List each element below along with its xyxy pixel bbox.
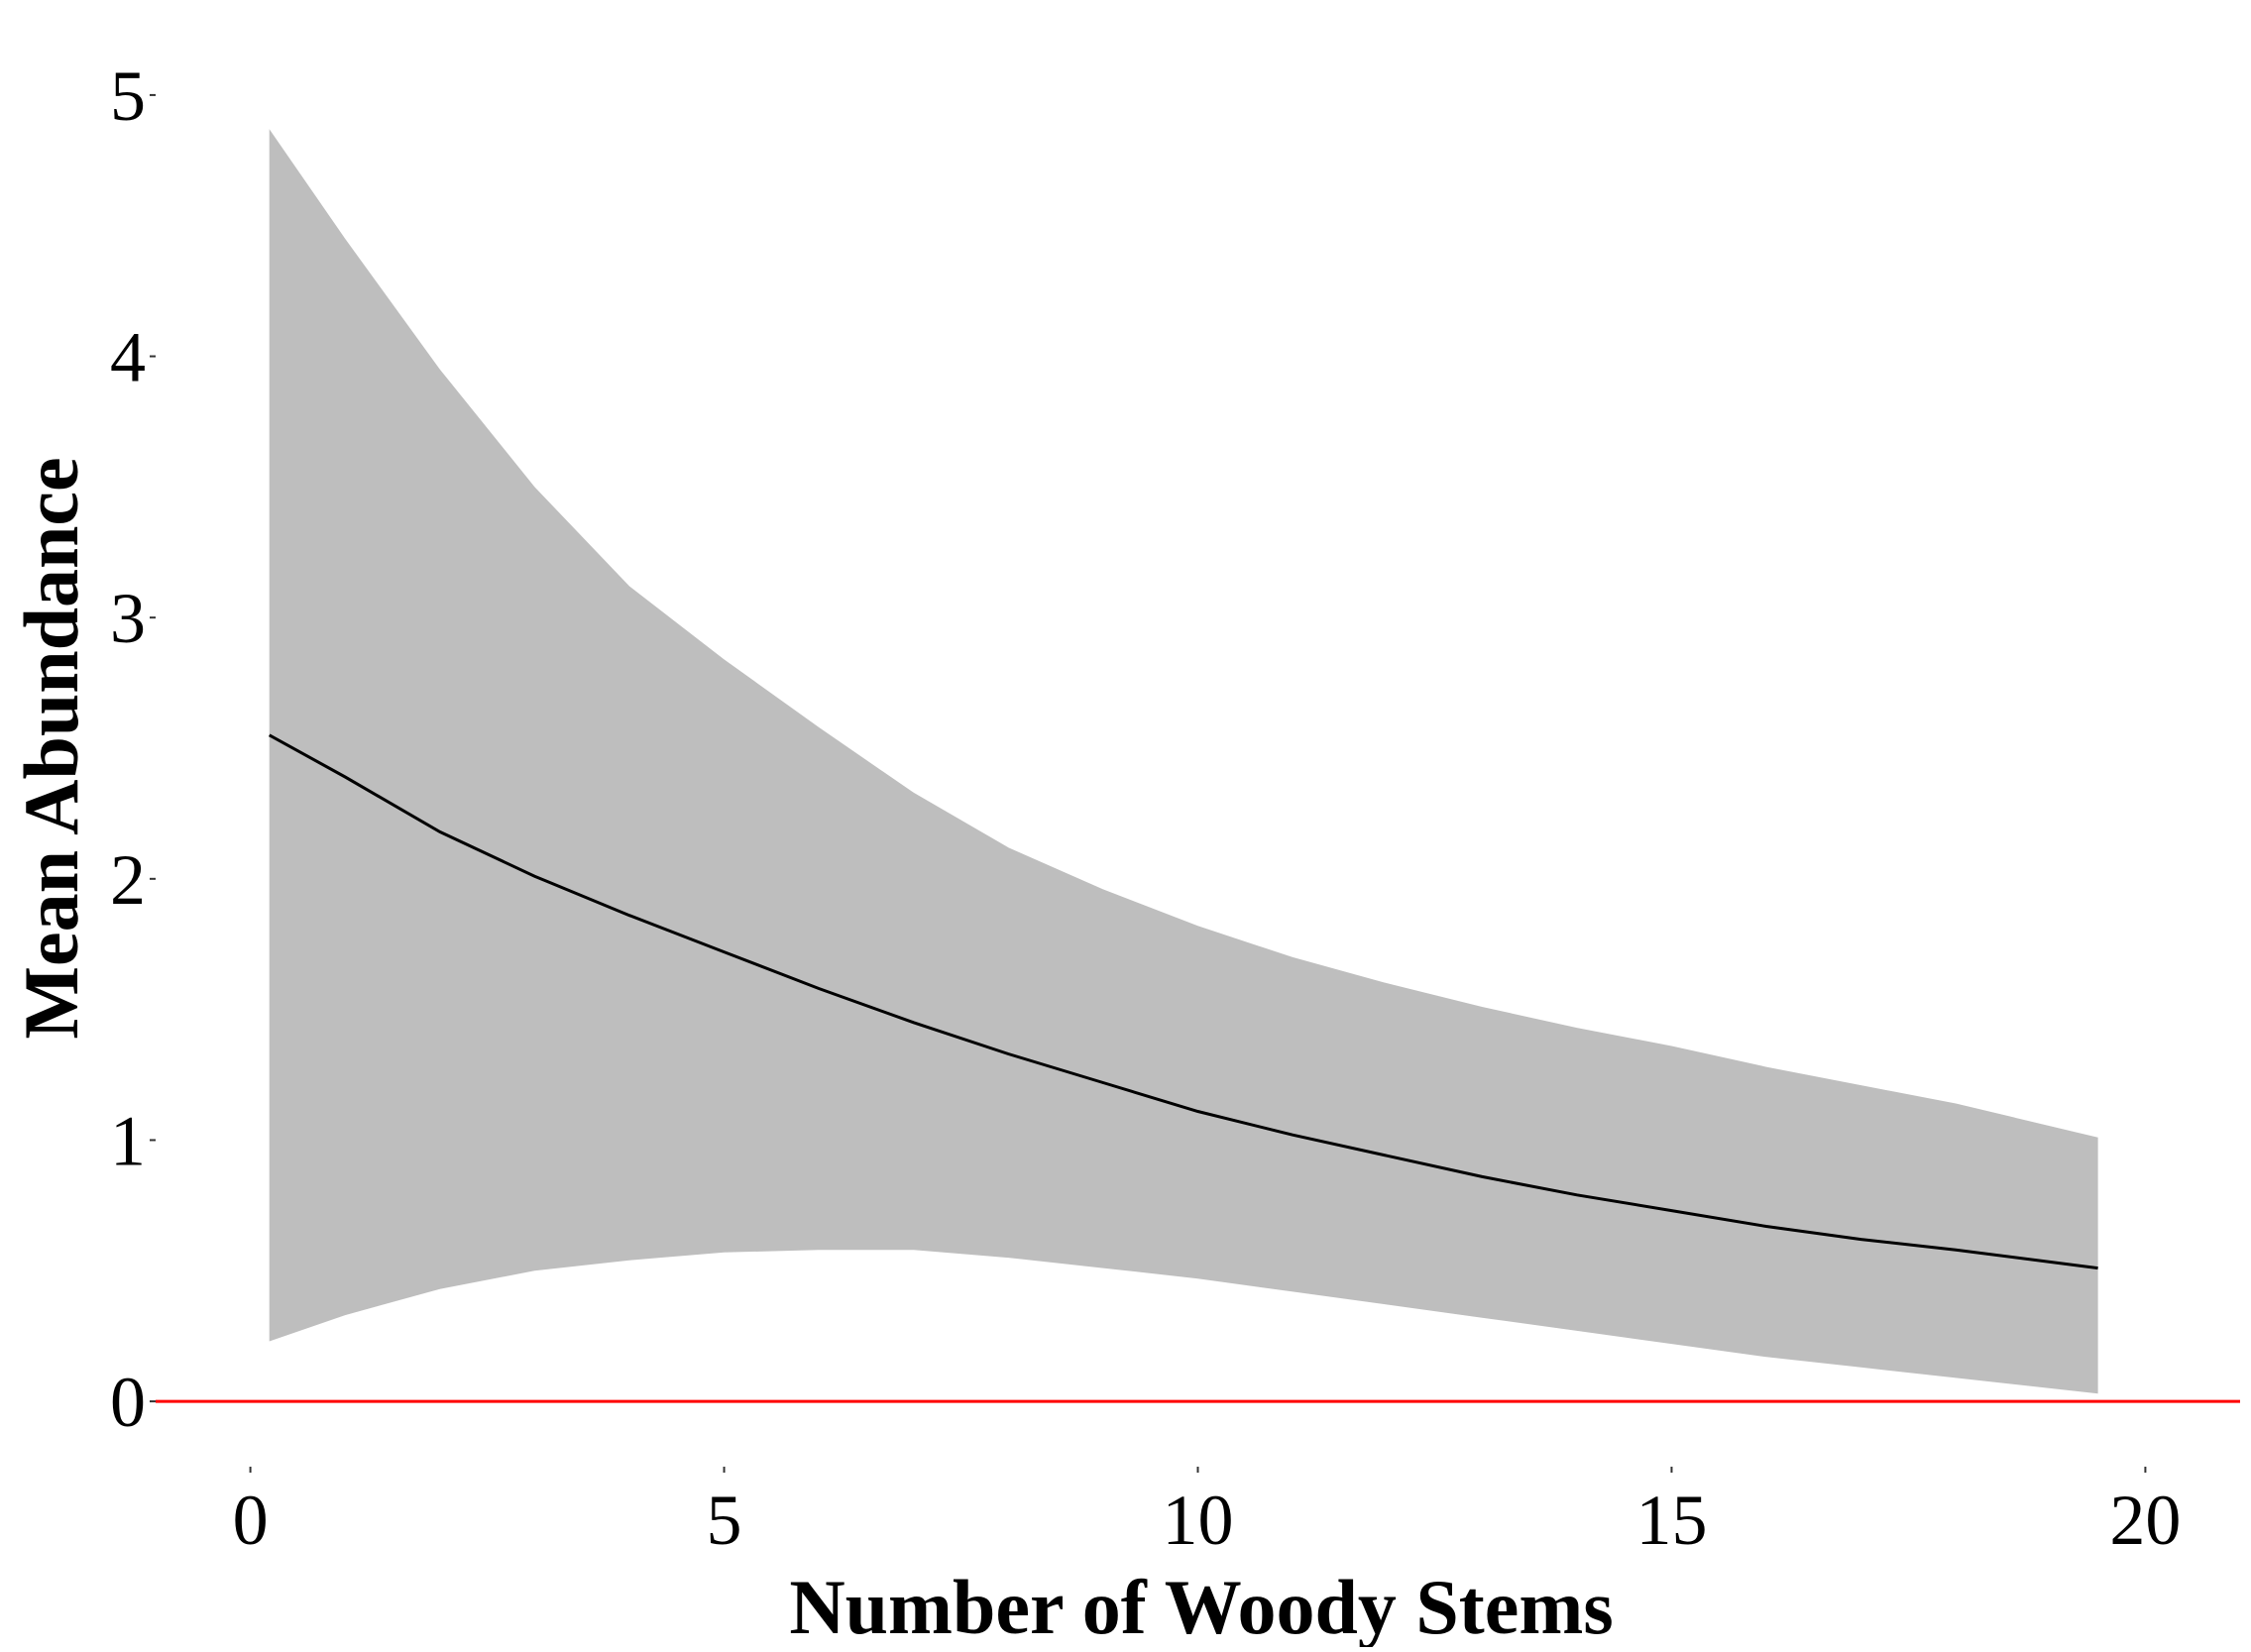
y-tick-label: 1 [110,1101,146,1180]
x-tick-label: 10 [1163,1481,1234,1560]
confidence-band-layer [269,129,2098,1394]
confidence-band [269,129,2098,1394]
axes-layer: 0 1 2 3 4 5 0 5 10 15 20 [110,56,2181,1560]
y-axis-title: Mean Abundance [8,457,94,1039]
x-tick-label: 5 [707,1481,742,1560]
mean-line-layer [268,733,2098,1270]
y-tick-label: 3 [110,579,146,658]
x-tick-label: 15 [1635,1481,1707,1560]
x-axis-title: Number of Woody Stems [789,1564,1613,1647]
y-tick-label: 4 [110,318,146,397]
mean-abundance-line [268,733,2098,1270]
x-tick-label: 20 [2109,1481,2181,1560]
y-tick-label: 2 [110,840,146,920]
y-tick-label: 0 [110,1363,146,1442]
y-tick-label: 5 [110,56,146,136]
x-tick-label: 0 [233,1481,269,1560]
